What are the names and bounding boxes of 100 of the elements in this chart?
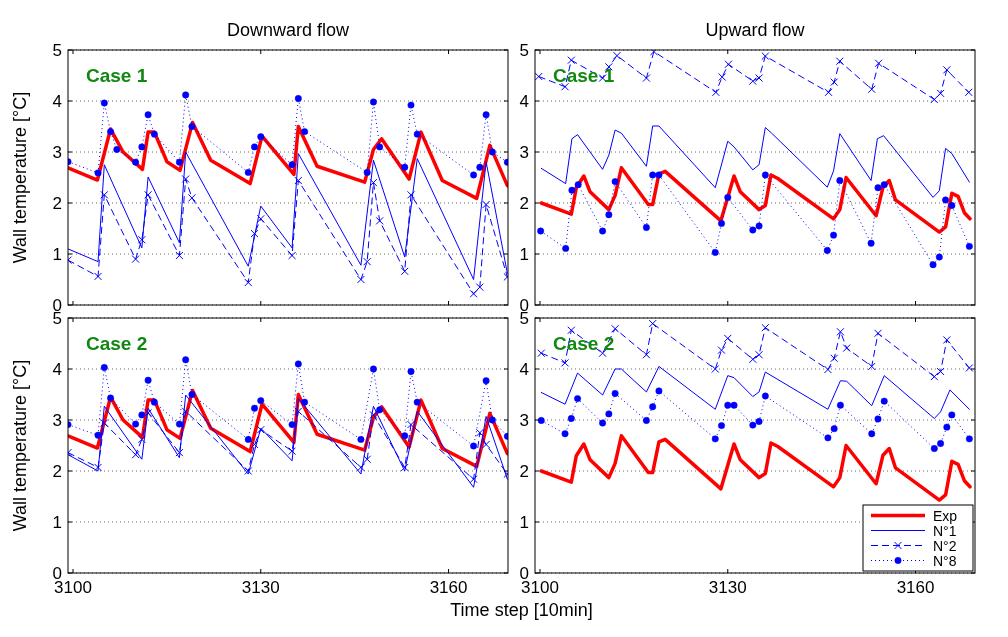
point (488, 148, 496, 156)
point (574, 181, 582, 189)
y-tick-label: 2 (52, 194, 62, 213)
point (188, 123, 196, 130)
point (599, 227, 607, 235)
point (413, 130, 421, 138)
chart-title: Downward flow (226, 20, 351, 40)
point (605, 410, 613, 418)
point (642, 224, 650, 231)
point (965, 363, 974, 372)
point (649, 403, 657, 411)
point (642, 350, 651, 359)
point (482, 377, 490, 385)
point (413, 398, 421, 406)
point (175, 158, 183, 166)
point (256, 214, 265, 223)
point (94, 272, 103, 281)
y-tick-label: 5 (52, 41, 62, 60)
point (755, 418, 763, 425)
point (935, 253, 943, 261)
point (567, 326, 576, 335)
point (175, 251, 184, 260)
y-tick-label: 4 (519, 360, 529, 379)
point (406, 190, 415, 199)
point (150, 398, 158, 406)
point (598, 349, 607, 358)
point (648, 319, 657, 328)
point (711, 435, 719, 443)
y-tick-label: 3 (519, 411, 529, 430)
point (761, 392, 769, 400)
point (711, 88, 720, 97)
point (868, 430, 876, 438)
point (94, 431, 102, 439)
line-series (539, 434, 972, 502)
legend-label: Exp (933, 507, 958, 524)
point (100, 364, 108, 371)
point (612, 51, 621, 60)
point (535, 72, 543, 81)
point (874, 415, 882, 423)
point (611, 390, 619, 397)
point (376, 143, 384, 151)
point (824, 88, 833, 97)
point (948, 202, 956, 209)
y-tick-label: 2 (519, 194, 529, 213)
point (144, 408, 153, 417)
point (561, 430, 569, 438)
point (144, 111, 152, 119)
point (748, 355, 757, 364)
y-axis-title: Wall temperature [°C] (10, 91, 30, 264)
point (873, 329, 882, 338)
point (369, 410, 378, 419)
point (137, 435, 146, 444)
point (724, 193, 732, 201)
point (836, 401, 844, 409)
annotation: Case 2 (553, 333, 615, 354)
point (288, 421, 296, 429)
y-tick-label: 1 (52, 245, 62, 264)
point (470, 171, 478, 179)
point (138, 143, 146, 151)
point (755, 350, 764, 359)
point (356, 463, 365, 472)
point (369, 365, 377, 373)
point (137, 235, 146, 244)
point (294, 95, 302, 102)
point (830, 78, 839, 87)
point (723, 334, 732, 343)
point (717, 346, 726, 355)
point (948, 411, 956, 419)
point (867, 85, 876, 94)
annotation: Case 1 (86, 65, 148, 86)
legend-label: N°8 (933, 552, 957, 569)
point (711, 249, 719, 256)
point (107, 394, 115, 402)
y-tick-label: 4 (52, 92, 62, 111)
point (748, 77, 757, 86)
point (301, 128, 309, 136)
point (100, 99, 108, 107)
point (761, 52, 770, 61)
point (363, 168, 371, 176)
point (407, 368, 415, 375)
point (375, 216, 384, 225)
point (880, 181, 888, 189)
point (964, 88, 973, 97)
point (724, 401, 732, 409)
y-tick-label: 3 (52, 143, 62, 162)
point (356, 275, 365, 284)
point (605, 211, 613, 219)
point (749, 421, 757, 429)
point (144, 190, 153, 199)
point (94, 463, 103, 472)
point (874, 59, 883, 68)
point (294, 176, 303, 185)
y-tick-label: 3 (519, 143, 529, 162)
y-tick-label: 3 (52, 411, 62, 430)
y-tick-label: 1 (519, 245, 529, 264)
point (874, 184, 882, 192)
point (113, 146, 121, 153)
point (256, 425, 265, 434)
x-tick-label: 3130 (241, 578, 280, 597)
point (943, 423, 951, 431)
